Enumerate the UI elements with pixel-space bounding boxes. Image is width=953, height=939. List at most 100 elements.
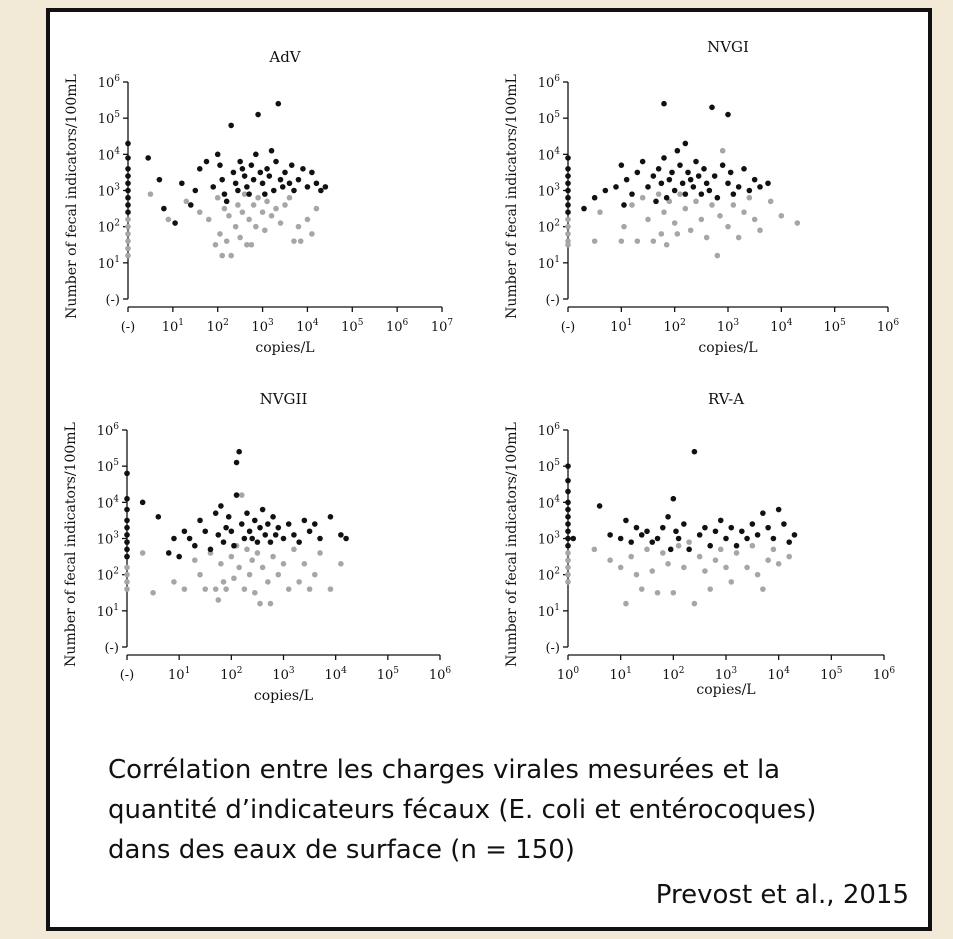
data-point [253, 151, 259, 158]
y-tick-label: 103 [98, 183, 121, 200]
data-point [698, 191, 705, 197]
data-point [712, 557, 719, 563]
data-point [565, 209, 571, 215]
data-point [197, 517, 203, 524]
data-point [124, 495, 130, 502]
y-tick-label: 101 [538, 255, 560, 272]
data-point [279, 184, 286, 190]
data-point [291, 546, 297, 553]
chart-title: AdV [268, 48, 301, 66]
x-tick-label: 100 [557, 666, 580, 683]
data-point [219, 176, 225, 183]
data-point [629, 202, 635, 208]
y-tick-label: 101 [98, 255, 120, 272]
data-point [228, 252, 234, 259]
data-point [231, 575, 237, 582]
data-point [265, 521, 271, 527]
data-point [565, 187, 571, 194]
data-point [125, 140, 131, 147]
data-point [696, 553, 703, 560]
citation: Prevost et al., 2015 [655, 880, 909, 910]
data-point [690, 184, 697, 190]
data-point [312, 521, 318, 527]
data-point [250, 176, 257, 183]
data-point [171, 535, 177, 542]
data-point [666, 176, 673, 183]
data-point [791, 532, 798, 538]
data-point [645, 216, 651, 223]
data-point [778, 213, 785, 219]
y-tick-label: 105 [97, 458, 120, 475]
y-tick-label: 102 [538, 567, 560, 584]
data-point [265, 579, 271, 585]
data-point [124, 564, 130, 571]
y-tick-label: 105 [538, 458, 561, 475]
x-axis-label: copies/L [255, 340, 314, 356]
data-point [248, 241, 255, 248]
y-tick-label: (-) [105, 293, 120, 308]
data-point [220, 539, 227, 545]
data-point [751, 216, 758, 223]
data-point [767, 198, 774, 205]
figure-caption: Corrélation entre les charges virales me… [108, 750, 888, 870]
data-point [275, 100, 282, 107]
x-axis-label: copies/L [254, 688, 313, 704]
data-point [709, 104, 715, 111]
data-point [733, 550, 740, 556]
data-point [565, 521, 571, 527]
data-point [681, 521, 687, 527]
y-tick-label: 103 [538, 531, 561, 548]
data-point [565, 499, 571, 506]
y-tick-label: (-) [104, 641, 119, 656]
data-point [794, 220, 801, 226]
data-point [707, 542, 713, 549]
data-point [165, 216, 172, 223]
data-point [565, 514, 571, 520]
data-point [591, 546, 598, 553]
data-point [313, 205, 320, 212]
data-point [712, 528, 719, 535]
data-point [658, 180, 665, 187]
data-point [733, 542, 740, 549]
data-point [304, 216, 311, 223]
data-point [654, 589, 661, 596]
x-tick-label: 103 [715, 666, 738, 683]
data-point [139, 499, 146, 506]
data-point [658, 231, 665, 237]
data-point [230, 169, 237, 176]
data-point [124, 546, 130, 553]
data-point [197, 571, 203, 578]
figure-frame [46, 8, 932, 931]
data-point [306, 586, 313, 592]
data-point [280, 561, 287, 567]
data-point [291, 238, 297, 244]
data-point [124, 553, 130, 560]
y-axis-label: Number of fecal indicators/100mL [63, 422, 79, 667]
data-point [317, 550, 323, 556]
data-point [607, 532, 613, 538]
data-point [565, 216, 571, 223]
data-point [596, 503, 603, 509]
data-point [628, 539, 634, 545]
data-point [770, 546, 777, 553]
data-point [686, 539, 692, 545]
data-point [696, 532, 703, 538]
data-point [139, 550, 146, 556]
data-point [660, 550, 666, 556]
x-tick-label: 102 [662, 666, 684, 683]
data-point [267, 539, 274, 545]
data-point [312, 571, 318, 578]
data-point [275, 524, 282, 531]
data-point [217, 162, 223, 168]
data-point [273, 205, 279, 212]
data-point [735, 184, 742, 190]
data-point [214, 194, 221, 201]
data-point [714, 194, 721, 201]
y-tick-label: 105 [538, 110, 561, 127]
x-tick-label: 104 [325, 666, 348, 683]
x-tick-label: (-) [121, 320, 136, 335]
data-point [255, 194, 261, 201]
data-point [735, 234, 742, 241]
data-point [677, 191, 683, 197]
data-point [228, 553, 235, 560]
